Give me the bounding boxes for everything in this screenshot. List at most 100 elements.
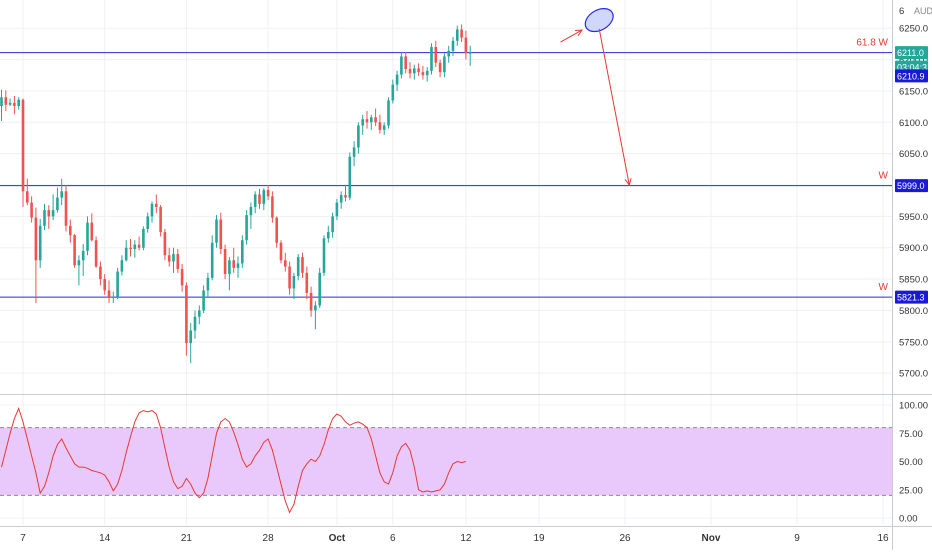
candle	[365, 111, 369, 129]
candle	[314, 301, 317, 330]
oscillator-tick-label: 50.00	[899, 457, 923, 468]
time-tick-label: 12	[460, 533, 472, 544]
price-tag-text: 6211.0	[897, 48, 924, 58]
candle-body	[288, 266, 291, 289]
time-tick-label: 19	[533, 533, 545, 544]
candle-body	[262, 190, 266, 204]
candle	[331, 212, 334, 238]
candle	[219, 212, 223, 255]
candle	[262, 188, 266, 211]
time-tick-label: 7	[20, 533, 26, 544]
price-tick-label: 5750.0	[899, 337, 928, 348]
candle-body	[56, 197, 59, 211]
candle-body	[142, 228, 145, 248]
candle	[318, 267, 321, 308]
candle-body	[305, 272, 309, 293]
candle-body	[408, 68, 412, 74]
candle	[249, 202, 253, 229]
candle	[275, 216, 278, 248]
candle-body	[198, 310, 201, 317]
candle-body	[43, 210, 46, 226]
candle	[443, 53, 446, 78]
candle	[172, 247, 175, 273]
annotations[interactable]	[560, 4, 632, 187]
candle	[34, 207, 38, 303]
candle-body	[90, 222, 94, 241]
candle	[51, 194, 55, 221]
candle	[241, 235, 244, 268]
currency-label: AUD	[914, 6, 932, 16]
candle	[425, 67, 429, 82]
candle-body	[150, 203, 154, 217]
candle-body	[26, 191, 29, 203]
candle	[90, 213, 94, 242]
oscillator-line-path	[1, 406, 467, 514]
candle	[112, 291, 115, 303]
candle	[223, 244, 227, 280]
candle	[202, 285, 205, 313]
candle-body	[253, 194, 257, 207]
candle-body	[13, 102, 16, 106]
candle-body	[107, 290, 111, 298]
candle	[30, 196, 33, 223]
price-tag-box	[895, 69, 928, 83]
candle-body	[395, 74, 399, 85]
candle-body	[94, 240, 98, 267]
candle-body	[176, 254, 180, 270]
candle-body	[159, 206, 162, 233]
horizontal-lines[interactable]: 61.8 W W W	[0, 38, 892, 298]
candle	[421, 65, 425, 80]
candle	[296, 254, 300, 281]
candle	[447, 45, 450, 63]
candle	[8, 98, 12, 106]
candle-body	[133, 244, 137, 249]
candle-body	[241, 240, 244, 264]
candle	[292, 272, 296, 300]
oscillator-tick-label: 100.00	[899, 401, 928, 412]
candle	[159, 205, 162, 237]
candle-body	[387, 100, 390, 126]
candles[interactable]	[0, 24, 472, 364]
candle	[60, 178, 63, 206]
candle-body	[81, 250, 85, 261]
candle	[142, 226, 145, 251]
candle-body	[4, 97, 8, 105]
candle	[305, 266, 309, 300]
candle	[266, 185, 270, 201]
candle	[460, 24, 463, 43]
candle-body	[292, 275, 296, 289]
candle-body	[185, 285, 188, 344]
candle-body	[103, 279, 106, 291]
candle	[56, 187, 59, 213]
price-tag: 6210.9	[895, 69, 928, 83]
candle-body	[365, 119, 369, 123]
candle	[13, 95, 16, 115]
candle-body	[382, 125, 386, 130]
candle	[413, 64, 416, 80]
candle-body	[296, 257, 300, 276]
candle-body	[352, 147, 356, 157]
candle-body	[344, 195, 347, 198]
candle-body	[228, 260, 231, 275]
candle-body	[124, 247, 128, 261]
candle	[288, 261, 291, 295]
candle-body	[271, 196, 274, 218]
candle-body	[335, 202, 339, 217]
candle-body	[430, 47, 433, 71]
candle-body	[60, 191, 63, 198]
candle	[163, 228, 167, 261]
price-tag-box	[895, 179, 928, 193]
price-tag-text: 03:04:31	[897, 63, 932, 73]
candle-body	[438, 62, 442, 73]
price-tick-label: 6200.0	[899, 55, 928, 66]
candle	[215, 215, 218, 248]
candle	[301, 252, 304, 278]
candle	[73, 233, 76, 268]
ellipse-annotation	[584, 8, 614, 33]
candle	[352, 141, 356, 167]
time-tick-label: 16	[877, 533, 889, 544]
